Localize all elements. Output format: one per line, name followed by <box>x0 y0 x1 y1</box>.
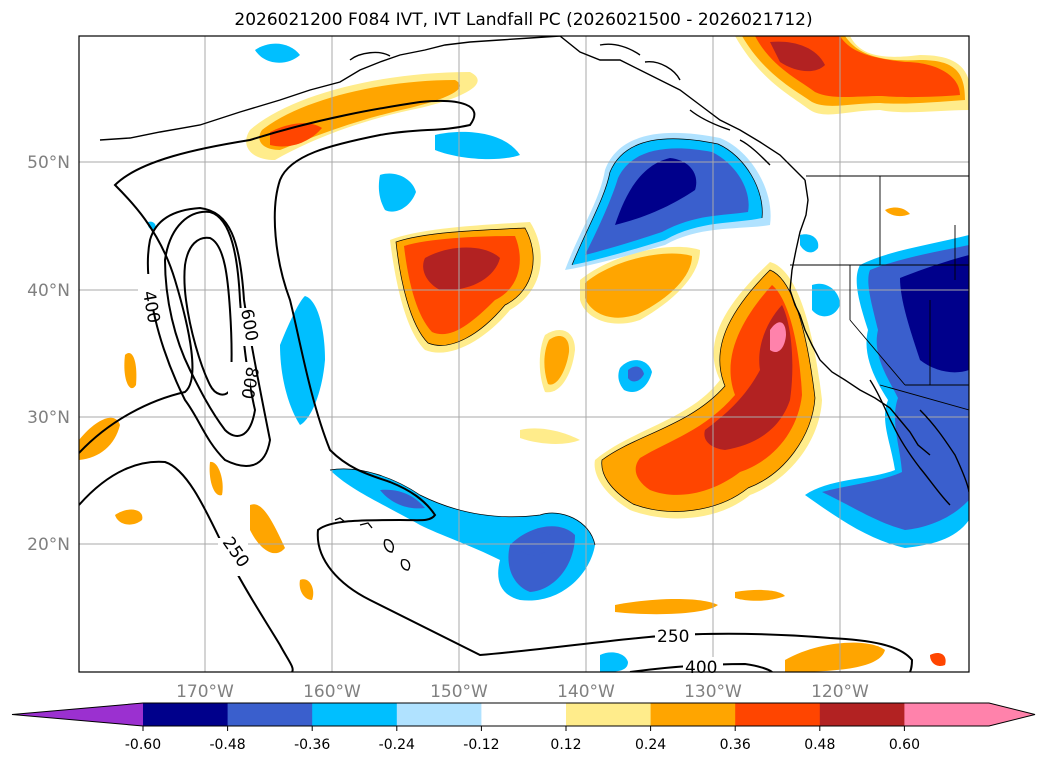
colorbar-segment <box>481 703 567 726</box>
lon-label-140w: 140°W <box>557 682 615 702</box>
colorbar-segment <box>227 703 313 726</box>
colorbar-segment <box>819 703 905 726</box>
positive-ivt-shading <box>79 36 969 672</box>
colorbar: -0.60 -0.48 -0.36 -0.24 -0.12 0.12 0.24 0.36 0.4… <box>11 702 1036 753</box>
lon-label-160w: 160°W <box>303 682 361 702</box>
latitude-labels: 50°N 40°N 30°N 20°N <box>27 153 70 555</box>
coastlines <box>99 36 969 571</box>
map-title: 2026021200 F084 IVT, IVT Landfall PC (20… <box>234 10 813 30</box>
colorbar-tick-label: -0.12 <box>463 737 499 753</box>
negative-ivt-shading <box>147 43 969 672</box>
colorbar-tick-label: -0.24 <box>379 737 415 753</box>
colorbar-extend-low <box>12 703 143 726</box>
colorbar-tick-label: -0.36 <box>294 737 330 753</box>
shading-outlines <box>329 138 816 546</box>
colorbar-tick-label: 0.60 <box>889 737 920 753</box>
colorbar-segment <box>312 703 398 726</box>
map-frame <box>78 35 970 673</box>
lat-label-40n: 40°N <box>27 281 70 301</box>
colorbar-tick-label: 0.12 <box>550 737 581 753</box>
ivt-contours <box>79 99 914 672</box>
colorbar-tick-label: -0.48 <box>209 737 245 753</box>
colorbar-segment <box>650 703 736 726</box>
colorbar-tick-label: 0.36 <box>720 737 751 753</box>
colorbar-segment <box>396 703 482 726</box>
colorbar-tick-label: 0.48 <box>804 737 835 753</box>
colorbar-tick-label: -0.60 <box>125 737 161 753</box>
colorbar-segment <box>143 703 229 726</box>
colorbar-tick-label: 0.24 <box>635 737 666 753</box>
lat-label-50n: 50°N <box>27 153 70 173</box>
graticule <box>79 36 969 672</box>
lon-label-170w: 170°W <box>176 682 234 702</box>
colorbar-segment <box>566 703 652 726</box>
colorbar-extend-high <box>989 703 1035 726</box>
lat-label-30n: 30°N <box>27 408 70 428</box>
contour-label-400-south: 400 <box>685 658 717 678</box>
contour-label-layer: 400 600 800 250 250 400 <box>138 274 723 678</box>
lat-label-20n: 20°N <box>27 535 70 555</box>
lon-label-150w: 150°W <box>430 682 488 702</box>
lon-label-130w: 130°W <box>684 682 742 702</box>
contour-label-250-south: 250 <box>657 627 689 647</box>
lon-label-120w: 120°W <box>811 682 869 702</box>
political-borders <box>790 175 969 411</box>
colorbar-segment <box>735 703 821 726</box>
longitude-labels: 170°W 160°W 150°W 140°W 130°W 120°W <box>176 682 869 702</box>
colorbar-segment <box>904 703 990 726</box>
